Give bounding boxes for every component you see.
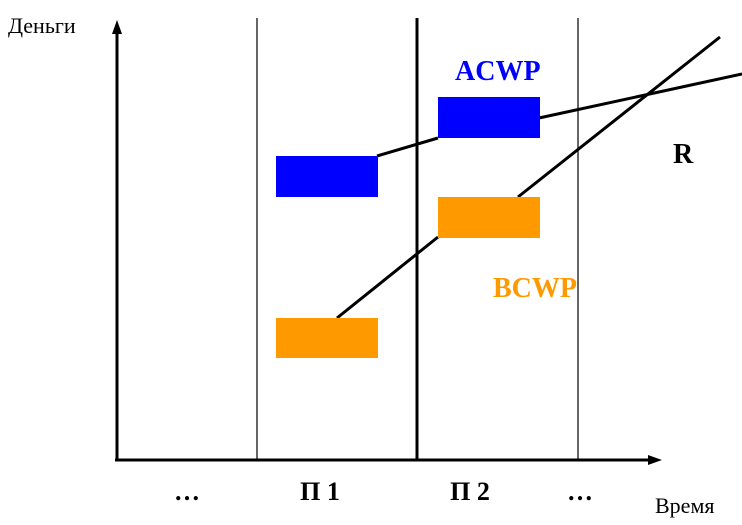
bcwp-block-period-2 — [438, 197, 540, 238]
bcwp-trend-segment-2 — [517, 35, 721, 199]
y-axis-arrow — [112, 20, 122, 34]
acwp-trend-segment-2 — [538, 72, 742, 120]
period-label-before: … — [174, 477, 200, 506]
bcwp-trend-segment-1 — [336, 235, 439, 320]
bcwp-label: BCWP — [493, 273, 577, 304]
period-label-after: … — [567, 477, 593, 506]
x-axis-label: Время — [655, 493, 714, 518]
acwp-block-period-2 — [438, 97, 540, 138]
bcwp-block-period-1 — [276, 318, 378, 358]
x-axis-arrow — [648, 455, 662, 465]
period-label-p2: П 2 — [450, 477, 490, 506]
y-axis-label: Деньги — [8, 13, 76, 38]
curve-label-r: R — [673, 139, 694, 170]
acwp-label: ACWP — [455, 56, 541, 87]
period-label-p1: П 1 — [300, 477, 340, 506]
acwp-trend-segment-1 — [376, 136, 439, 158]
acwp-block-period-1 — [276, 156, 378, 197]
